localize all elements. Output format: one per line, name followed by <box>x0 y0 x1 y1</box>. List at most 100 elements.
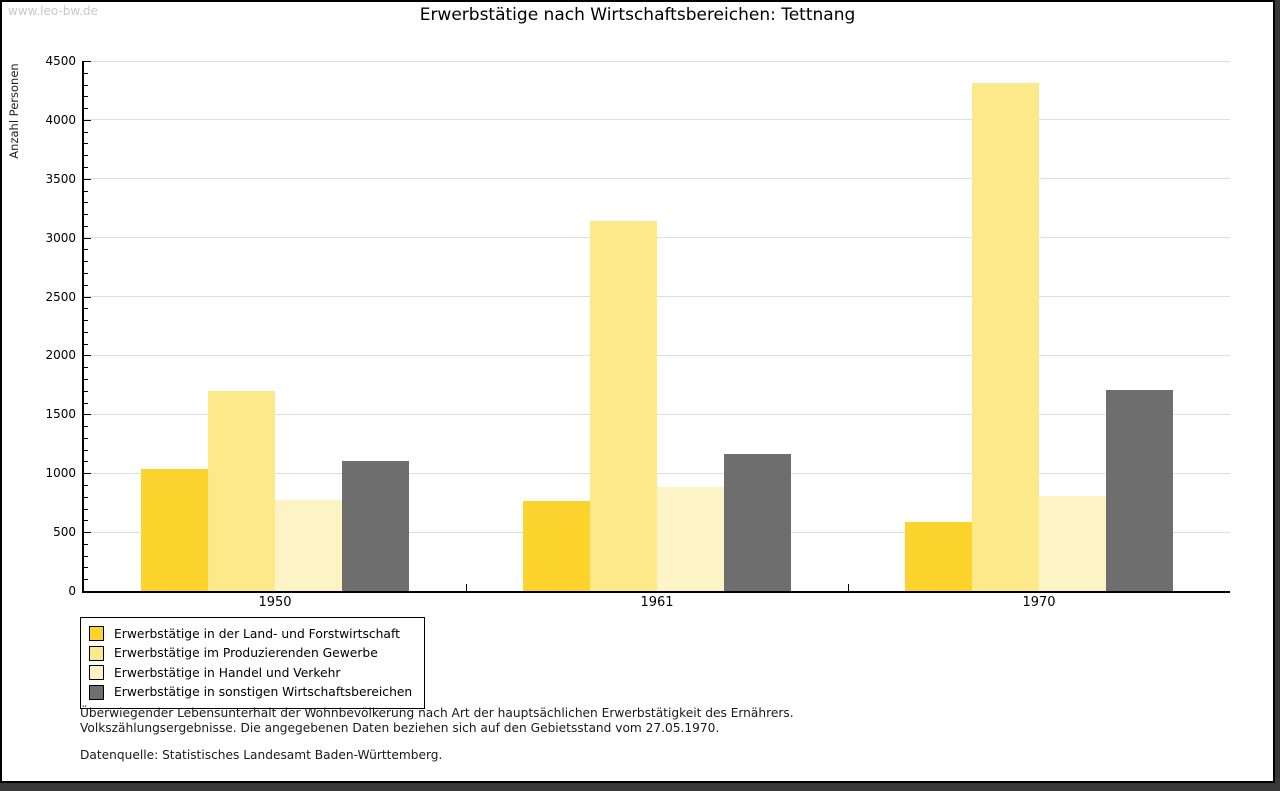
y-minor-tick <box>84 343 88 345</box>
y-minor-tick <box>84 426 88 428</box>
y-minor-tick <box>84 108 88 110</box>
gridline <box>84 296 1230 298</box>
y-minor-tick <box>84 508 88 510</box>
bar-1970-series4 <box>1106 389 1173 591</box>
y-minor-tick <box>84 202 88 204</box>
y-minor-tick <box>84 225 88 227</box>
x-tick-label-1950: 1950 <box>258 595 292 610</box>
legend-swatch-icon <box>89 665 104 681</box>
y-major-tick <box>84 532 91 534</box>
y-minor-tick <box>84 402 88 404</box>
legend-label: Erwerbstätige in sonstigen Wirtschaftsbe… <box>114 685 413 700</box>
gridline <box>84 354 1230 356</box>
bar-1961-series4 <box>724 454 791 591</box>
y-minor-tick <box>84 579 88 581</box>
chart-title: Erwerbstätige nach Wirtschaftsbereichen:… <box>419 5 856 25</box>
y-tick-label: 2500 <box>45 289 76 304</box>
legend-row: Erwerbstätige im Produzierenden Gewerbe <box>89 644 412 664</box>
y-tick-label: 3000 <box>45 230 76 245</box>
bar-1961-series3 <box>657 487 724 591</box>
legend-row: Erwerbstätige in sonstigen Wirtschaftsbe… <box>89 683 412 703</box>
y-tick-label: 500 <box>53 525 76 540</box>
y-major-tick <box>84 119 91 121</box>
y-minor-tick <box>84 284 88 286</box>
y-minor-tick <box>84 543 88 545</box>
footnote-line-2: Volkszählungsergebnisse. Die angegebenen… <box>80 721 720 735</box>
y-minor-tick <box>84 167 88 168</box>
y-major-tick <box>84 296 91 298</box>
gridline <box>84 237 1230 239</box>
x-group-separator-tick <box>848 584 849 591</box>
x-tick-label-1970: 1970 <box>1022 595 1056 610</box>
gridline <box>84 119 1230 121</box>
y-tick-label: 0 <box>68 584 76 598</box>
bar-1950-series4 <box>342 461 409 591</box>
y-tick-label: 2000 <box>45 348 76 363</box>
y-minor-tick <box>84 308 88 310</box>
y-minor-tick <box>84 273 88 274</box>
y-minor-tick <box>84 261 88 263</box>
y-tick-label: 4500 <box>45 54 76 68</box>
y-tick-label: 1500 <box>45 407 76 422</box>
y-axis-label: Anzahl Personen <box>7 63 21 159</box>
y-tick-label: 1000 <box>45 466 76 481</box>
data-source-note: Datenquelle: Statistisches Landesamt Bad… <box>80 748 443 762</box>
y-minor-tick <box>84 367 88 369</box>
y-major-tick <box>84 473 91 475</box>
y-minor-tick <box>84 84 88 86</box>
site-watermark: www.leo-bw.de <box>8 4 98 18</box>
y-minor-tick <box>84 449 88 451</box>
y-minor-tick <box>84 437 88 439</box>
bar-1950-series3 <box>275 500 342 591</box>
y-minor-tick <box>84 485 88 486</box>
gridline <box>84 60 1230 62</box>
y-minor-tick <box>84 520 88 522</box>
bar-1950-series2 <box>208 390 275 591</box>
y-minor-tick <box>84 96 88 98</box>
y-tick-label: 4000 <box>45 112 76 127</box>
bar-1970-series3 <box>1039 495 1106 591</box>
gridline <box>84 413 1230 415</box>
legend-row: Erwerbstätige in der Land- und Forstwirt… <box>89 624 412 644</box>
y-major-tick <box>84 237 91 239</box>
bar-1970-series1 <box>905 521 972 591</box>
y-minor-tick <box>84 214 88 216</box>
gridline <box>84 531 1230 533</box>
legend-row: Erwerbstätige in Handel und Verkehr <box>89 663 412 683</box>
legend-label: Erwerbstätige in Handel und Verkehr <box>114 665 341 680</box>
y-major-tick <box>84 178 91 180</box>
y-minor-tick <box>84 190 88 192</box>
legend-label: Erwerbstätige im Produzierenden Gewerbe <box>114 646 378 661</box>
y-minor-tick <box>84 143 88 145</box>
y-major-tick <box>84 355 91 357</box>
bar-1970-series2 <box>972 83 1039 591</box>
y-minor-tick <box>84 155 88 157</box>
x-tick-label-1961: 1961 <box>640 595 674 610</box>
y-axis-line <box>82 61 84 593</box>
legend-swatch-icon <box>89 684 104 700</box>
y-minor-tick <box>84 567 88 569</box>
y-minor-tick <box>84 390 88 392</box>
bar-1950-series1 <box>141 468 208 591</box>
x-group-separator-tick <box>466 584 467 591</box>
gridline <box>84 472 1230 474</box>
y-minor-tick <box>84 320 88 322</box>
y-major-tick <box>84 61 91 62</box>
y-minor-tick <box>84 555 88 557</box>
bar-1961-series2 <box>590 221 657 591</box>
y-major-tick <box>84 414 91 416</box>
footnote-line-1: Überwiegender Lebensunterhalt der Wohnbe… <box>80 706 794 720</box>
y-tick-label: 3500 <box>45 171 76 186</box>
legend-swatch-icon <box>89 645 104 661</box>
y-minor-tick <box>84 72 88 74</box>
bar-1961-series1 <box>523 501 590 591</box>
y-minor-tick <box>84 496 88 498</box>
y-minor-tick <box>84 131 88 133</box>
gridline <box>84 178 1230 180</box>
legend-swatch-icon <box>89 626 104 642</box>
y-minor-tick <box>84 249 88 251</box>
y-minor-tick <box>84 461 88 463</box>
x-axis-line <box>82 591 1230 593</box>
legend-label: Erwerbstätige in der Land- und Forstwirt… <box>114 626 400 641</box>
